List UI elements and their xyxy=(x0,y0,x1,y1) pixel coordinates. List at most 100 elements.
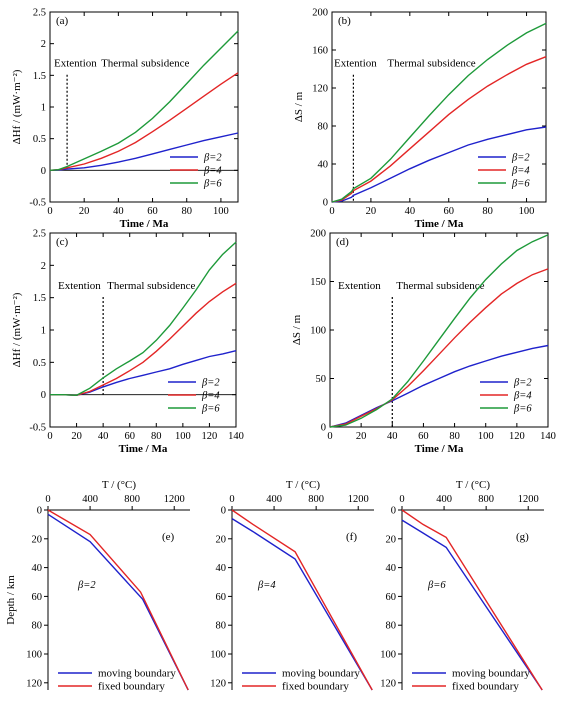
y-tick-label: 80 xyxy=(216,621,227,632)
annotation-thermal-subsidence: Thermal subsidence xyxy=(101,58,189,70)
y-tick-label: 20 xyxy=(386,534,397,545)
y-tick-label: 120 xyxy=(312,84,328,95)
x-tick-label: 80 xyxy=(151,431,162,442)
y-tick-label: 2 xyxy=(41,261,46,272)
x-tick-label: 40 xyxy=(98,431,109,442)
legend-label: fixed boundary xyxy=(282,681,349,693)
legend-label: β=4 xyxy=(511,166,530,177)
chart-panel-f: 0 400 800 1200 0 20 40 60 80 100 120 T / (°C) (f) β=4… xyxy=(210,479,374,693)
y-tick-label: 100 xyxy=(26,650,42,661)
y-tick-label: 80 xyxy=(32,621,43,632)
x-tick-label: 100 xyxy=(478,431,494,442)
chart-panel-b: 0 20 40 60 80 100 0 40 80 120 160 200 Time / Ma ΔS / … xyxy=(293,8,547,230)
series-line-3 xyxy=(329,234,549,428)
y-axis-label: ΔHf / (mW·m⁻²) xyxy=(11,292,23,367)
legend-label: moving boundary xyxy=(452,668,530,680)
panel-label: (a) xyxy=(56,15,69,27)
legend-label: β=4 xyxy=(201,391,220,402)
legend-label: β=2 xyxy=(201,378,220,389)
legend-label: fixed boundary xyxy=(98,681,165,693)
x-tick-label: 400 xyxy=(82,494,98,505)
y-tick-label: 200 xyxy=(310,229,326,240)
x-tick-label: 100 xyxy=(175,431,191,442)
beta-label: β=2 xyxy=(77,580,96,591)
y-tick-label: 40 xyxy=(318,160,329,171)
panel-label: (d) xyxy=(336,236,349,248)
chart-panel-g: 0 400 800 1200 0 20 40 60 80 100 120 T / (°C) (g) β=6… xyxy=(380,479,544,693)
x-tick-label: 120 xyxy=(509,431,525,442)
y-tick-label: 2 xyxy=(41,39,46,50)
legend-label: moving boundary xyxy=(282,668,360,680)
series-line-3 xyxy=(50,241,237,397)
series-line-1 xyxy=(401,519,543,691)
y-tick-label: 0 xyxy=(41,166,46,177)
series-line-2 xyxy=(401,509,543,691)
y-tick-label: 120 xyxy=(380,678,396,689)
y-tick-label: 0 xyxy=(391,506,396,517)
x-tick-label: 40 xyxy=(113,206,124,217)
series-line-3 xyxy=(331,22,547,203)
x-tick-label: 100 xyxy=(213,206,229,217)
x-tick-label: 0 xyxy=(229,494,234,505)
x-tick-label: 60 xyxy=(443,206,454,217)
annotation-extention: Extention xyxy=(58,280,101,292)
x-tick-label: 800 xyxy=(124,494,140,505)
legend-label: β=6 xyxy=(513,404,532,415)
legend-label: β=4 xyxy=(513,391,532,402)
y-tick-label: 60 xyxy=(216,592,227,603)
y-axis-label: ΔS / m xyxy=(291,314,303,345)
y-tick-label: -0.5 xyxy=(29,198,46,209)
y-tick-label: 120 xyxy=(210,678,226,689)
series-line-1 xyxy=(49,132,239,171)
y-tick-label: 120 xyxy=(26,678,42,689)
x-tick-label: 800 xyxy=(308,494,324,505)
x-tick-label: 20 xyxy=(79,206,90,217)
x-tick-label: 1200 xyxy=(518,494,539,505)
y-tick-label: 1 xyxy=(41,103,46,114)
x-axis-label: T / (°C) xyxy=(102,479,136,491)
legend-label: β=6 xyxy=(203,179,222,190)
annotation-thermal-subsidence: Thermal subsidence xyxy=(387,58,475,70)
legend-label: moving boundary xyxy=(98,668,176,680)
y-tick-label: 0 xyxy=(37,506,42,517)
x-axis-label: Time / Ma xyxy=(119,443,168,455)
y-tick-label: 100 xyxy=(380,650,396,661)
y-tick-label: 80 xyxy=(318,122,329,133)
series-line-2 xyxy=(331,56,547,203)
chart-panel-d: 0 20 40 60 80 100 120 140 0 50 100 150 200 Time / Ma Δ… xyxy=(291,229,556,456)
annotation-extention: Extention xyxy=(338,280,381,292)
annotation-thermal-subsidence: Thermal subsidence xyxy=(107,280,195,292)
y-tick-label: 60 xyxy=(386,592,397,603)
x-tick-label: 40 xyxy=(387,431,398,442)
series-line-2 xyxy=(50,282,237,397)
y-tick-label: 50 xyxy=(316,374,327,385)
y-tick-label: 200 xyxy=(312,8,328,19)
legend-label: β=6 xyxy=(201,404,220,415)
y-tick-label: 80 xyxy=(386,621,397,632)
x-tick-label: 20 xyxy=(366,206,377,217)
y-tick-label: 0 xyxy=(323,198,328,209)
legend-label: β=2 xyxy=(203,153,222,164)
y-axis-label: ΔHf / (mW·m⁻²) xyxy=(11,69,23,144)
legend-label: β=2 xyxy=(513,378,532,389)
x-tick-label: 80 xyxy=(181,206,192,217)
y-tick-label: 0.5 xyxy=(33,134,46,145)
y-tick-label: 40 xyxy=(386,563,397,574)
x-tick-label: 80 xyxy=(482,206,493,217)
x-tick-label: 0 xyxy=(399,494,404,505)
panel-label: (f) xyxy=(346,531,357,543)
x-tick-label: 120 xyxy=(202,431,218,442)
y-tick-label: 150 xyxy=(310,277,326,288)
y-tick-label: -0.5 xyxy=(29,423,46,434)
y-tick-label: 2.5 xyxy=(33,8,46,19)
x-tick-label: 0 xyxy=(45,494,50,505)
series-line-1 xyxy=(50,350,237,397)
legend-label: fixed boundary xyxy=(452,681,519,693)
y-tick-label: 40 xyxy=(216,563,227,574)
x-tick-label: 20 xyxy=(71,431,82,442)
legend-label: β=6 xyxy=(511,179,530,190)
series-line-1 xyxy=(331,126,547,203)
y-tick-label: 1.5 xyxy=(33,71,46,82)
